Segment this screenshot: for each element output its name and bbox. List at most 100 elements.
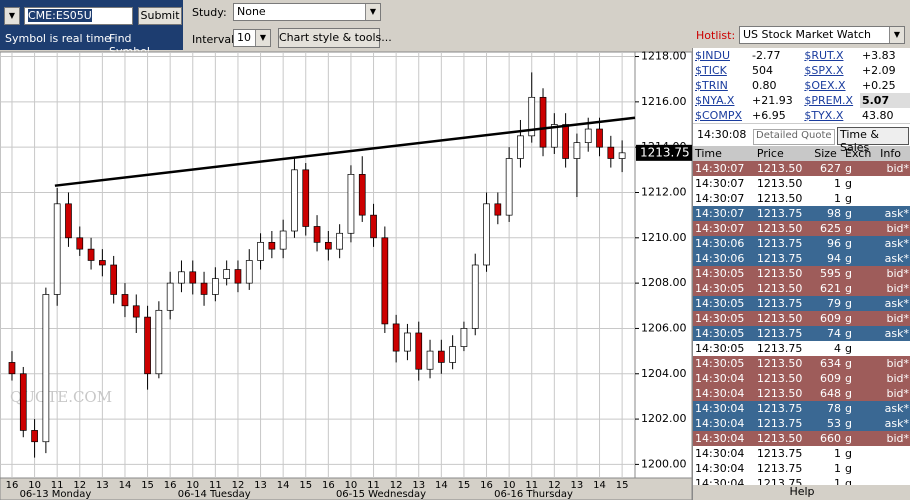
candle-body [31, 430, 38, 443]
hotlist-cell: $SPX.X [802, 63, 860, 78]
last-price-label: 1213.75 [640, 145, 690, 159]
candle-body [132, 305, 140, 318]
ts-row: 14:30:04 1213.75 78 g ask* [693, 401, 910, 416]
candle-body [268, 241, 276, 250]
x-tick-label: 11 [51, 480, 64, 491]
symbol-link[interactable]: $PREM.X [804, 94, 854, 107]
ts-header-cell: Size [812, 146, 844, 161]
x-tick-label: 11 [367, 480, 380, 491]
interval-select[interactable]: 10 ▼ [233, 29, 271, 47]
ts-cell: 14:30:05 [695, 282, 745, 295]
ts-cell: 648 [820, 387, 842, 400]
hotlist-row: $NYA.X +21.93 $PREM.X 5.07 [693, 93, 910, 108]
tab-active[interactable]: Time & Sales [837, 127, 909, 154]
hotlist-cell: $NYA.X [693, 93, 750, 108]
candle-body [483, 203, 490, 266]
ts-cell: g [845, 192, 853, 205]
candle-body [550, 124, 558, 148]
symbol-input[interactable]: CME:ES05U [24, 7, 133, 25]
ts-cell: 1213.75 [756, 237, 803, 250]
ts-cell: ask* [884, 402, 909, 415]
dropdown-arrow: ▼ [365, 4, 380, 20]
symbol-bar: ▼ CME:ES05U Submit Symbol is real time F… [0, 0, 183, 58]
y-tick-label: 1202.00 [641, 412, 687, 425]
ts-cell: ask* [884, 207, 909, 220]
ts-cell: 79 [827, 297, 842, 310]
submit-button[interactable]: Submit [138, 7, 182, 25]
ts-cell: 14:30:05 [695, 267, 745, 280]
hotlist-cell: $INDU [693, 48, 750, 63]
symbol-link[interactable]: $TRIN [695, 79, 728, 92]
ts-cell: 609 [820, 312, 842, 325]
ts-cell: 1213.75 [756, 252, 803, 265]
symbol-link[interactable]: $SPX.X [804, 64, 844, 77]
ts-row: 14:30:04 1213.75 1 g [693, 461, 910, 476]
ts-cell: g [845, 477, 853, 490]
interval-value: 10 [237, 31, 251, 44]
ts-cell: 1213.50 [756, 372, 803, 385]
ts-cell: g [845, 432, 853, 445]
ts-cell: g [845, 342, 853, 355]
ts-cell: bid* [886, 267, 909, 280]
ts-header-cell: Price [754, 146, 813, 161]
symbol-link[interactable]: $RUT.X [804, 49, 844, 62]
candle-body [19, 373, 27, 431]
hotlist-cell: $TYX.X [802, 108, 860, 123]
menu-arrow[interactable]: ▼ [4, 7, 20, 25]
ts-cell: 1213.50 [756, 282, 803, 295]
ts-cell: ask* [884, 297, 909, 310]
candle-body [99, 260, 106, 266]
watermark: QUOTE.COM [10, 388, 112, 406]
ts-cell: 1 [834, 477, 842, 490]
study-select[interactable]: None ▼ [233, 3, 381, 21]
ts-cell: 627 [820, 162, 842, 175]
ts-cell: 1213.50 [756, 432, 803, 445]
candle-body [8, 362, 16, 375]
x-tick-label: 16 [164, 480, 177, 491]
x-tick-label: 11 [525, 480, 538, 491]
hotlist-cell: 5.07 [859, 93, 910, 108]
ts-cell: 98 [827, 207, 842, 220]
symbol-link[interactable]: $COMPX [695, 109, 742, 122]
time-axis [0, 477, 692, 500]
x-tick-label: 14 [435, 480, 448, 491]
ts-header-cell: Time [693, 146, 755, 161]
ts-cell: g [845, 372, 853, 385]
candle-body [618, 152, 626, 159]
x-tick-label: 12 [232, 480, 245, 491]
symbol-link[interactable]: $TYX.X [804, 109, 844, 122]
x-tick-label: 16 [6, 480, 19, 491]
ts-cell: g [845, 462, 853, 475]
symbol-link[interactable]: $NYA.X [695, 94, 735, 107]
hotlist-cell: $OEX.X [802, 78, 860, 93]
x-tick-label: 12 [548, 480, 561, 491]
ts-row: 14:30:05 1213.50 634 g bid* [693, 356, 910, 371]
y-tick-label: 1206.00 [641, 321, 687, 334]
hotlist-cell: 504 [752, 64, 774, 77]
ts-row: 14:30:07 1213.75 98 g ask* [693, 206, 910, 221]
hotlist-label: Hotlist: [696, 29, 736, 42]
help-link[interactable]: Help [693, 485, 910, 500]
ts-cell: 14:30:04 [695, 462, 745, 475]
ts-cell: ask* [884, 237, 909, 250]
candle-body [245, 260, 253, 284]
chart-style-button[interactable]: Chart style & tools... [278, 28, 392, 48]
candle-body [166, 282, 174, 311]
ts-cell: 1213.75 [756, 297, 803, 310]
tab[interactable]: Detailed Quote [753, 129, 835, 145]
ts-cell: 14:30:06 [695, 237, 745, 250]
ts-cell: 14:30:05 [695, 297, 745, 310]
symbol-link[interactable]: $TICK [695, 64, 727, 77]
x-tick-label: 13 [571, 480, 584, 491]
candle-body [449, 346, 456, 363]
dropdown-arrow: ▼ [255, 30, 270, 46]
ts-row: 14:30:05 1213.75 74 g ask* [693, 326, 910, 341]
symbol-text: CME:ES05U [28, 9, 92, 22]
quote-tabs: 14:30:08 Detailed Quote Time & Sales [693, 123, 910, 154]
hotlist-cell: +0.25 [861, 79, 896, 92]
hotlist-select[interactable]: US Stock Market Watch ▼ [739, 26, 905, 44]
symbol-link[interactable]: $INDU [695, 49, 730, 62]
x-tick-label: 14 [593, 480, 606, 491]
candle-body [234, 269, 242, 284]
symbol-link[interactable]: $OEX.X [804, 79, 846, 92]
